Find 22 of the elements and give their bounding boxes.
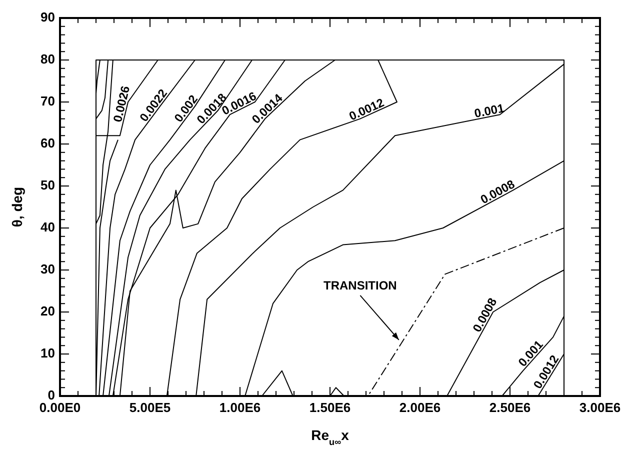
y-tick-label: 80 [40,51,55,66]
y-tick-label: 70 [40,93,55,108]
x-tick-label: 2.00E6 [399,400,441,415]
x-tick-label: 5.00E5 [129,400,171,415]
x-tick-label: 3.00E6 [579,400,621,415]
y-tick-label: 0 [48,387,55,402]
y-tick-label: 30 [40,261,55,276]
x-axis-title: Re$_{u∞}$x [311,427,350,447]
y-tick-label: 50 [40,177,55,192]
y-axis-title: θ, deg [9,186,25,228]
y-tick-label: 90 [40,9,55,24]
y-tick-label: 60 [40,135,55,150]
text: 0.0026 [110,84,133,124]
y-tick-label: 40 [40,219,55,234]
x-tick-label: 2.50E6 [489,400,531,415]
y-tick-label: 10 [40,345,55,360]
annotation: TRANSITION [324,278,397,292]
y-tick-label: 20 [40,303,55,318]
text: 0.001 [473,100,506,121]
x-tick-label: 1.50E6 [309,400,351,415]
x-tick-label: 1.00E6 [219,400,261,415]
x-tick-label: 0.00E0 [39,400,81,415]
